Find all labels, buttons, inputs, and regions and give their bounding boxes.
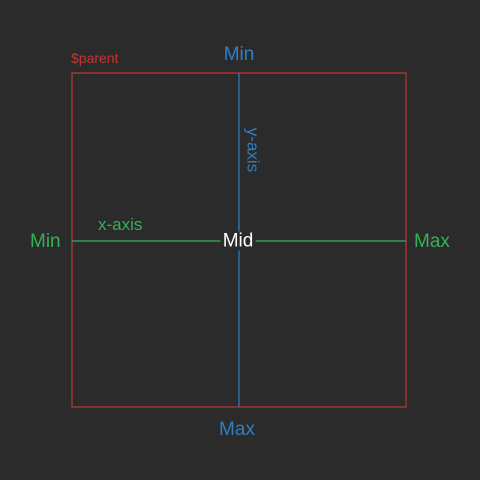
parent-label: $parent bbox=[71, 50, 119, 66]
y-axis-label: y-axis bbox=[243, 127, 263, 173]
x-axis-min-label: Min bbox=[30, 231, 61, 252]
x-axis-max-label: Max bbox=[414, 231, 450, 252]
y-axis-min-label: Min bbox=[223, 44, 255, 65]
x-axis-label: x-axis bbox=[98, 215, 143, 234]
y-axis-max-label: Max bbox=[219, 419, 255, 440]
center-mid-label: Mid bbox=[220, 230, 256, 252]
